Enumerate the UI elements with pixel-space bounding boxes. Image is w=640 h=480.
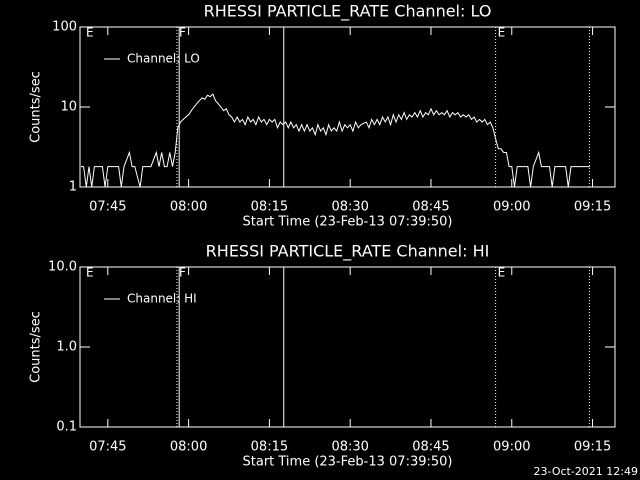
y-tick-label: 100 [52, 20, 77, 35]
legend-label: Channel: HI [127, 292, 197, 306]
x-tick-label: 09:00 [493, 440, 530, 455]
x-tick-label: 08:15 [251, 200, 288, 215]
data-line [80, 93, 590, 188]
event-flag: F [179, 26, 186, 40]
chart-title: RHESSI PARTICLE_RATE Channel: HI [206, 242, 490, 262]
x-tick-label: 08:00 [170, 200, 207, 215]
x-tick-label: 09:15 [574, 440, 611, 455]
event-flag: E [86, 26, 94, 40]
event-flag: F [179, 266, 186, 280]
x-tick-label: 08:30 [331, 200, 368, 215]
y-tick-label: 0.1 [56, 420, 77, 435]
x-tick-label: 07:45 [89, 440, 126, 455]
y-tick-label: 10.0 [48, 260, 77, 275]
x-tick-label: 08:45 [412, 440, 449, 455]
legend-label: Channel: LO [127, 52, 200, 66]
x-tick-label: 08:45 [412, 200, 449, 215]
x-axis-label: Start Time (23-Feb-13 07:39:50) [243, 215, 453, 230]
x-tick-label: 07:45 [89, 200, 126, 215]
x-tick-label: 08:30 [331, 440, 368, 455]
x-tick-label: 09:00 [493, 200, 530, 215]
chart-title: RHESSI PARTICLE_RATE Channel: LO [204, 2, 492, 22]
y-tick-label: 1 [69, 180, 77, 195]
event-flag: E [498, 26, 506, 40]
x-axis-label: Start Time (23-Feb-13 07:39:50) [243, 455, 453, 470]
x-tick-label: 08:00 [170, 440, 207, 455]
timestamp: 23-Oct-2021 12:49 [534, 465, 638, 478]
x-tick-label: 09:15 [574, 200, 611, 215]
event-flag: E [86, 266, 94, 280]
y-tick-label: 10 [60, 100, 77, 115]
event-flag: E [498, 266, 506, 280]
y-tick-label: 1.0 [56, 340, 77, 355]
x-tick-label: 08:15 [251, 440, 288, 455]
y-axis-label: Counts/sec [29, 311, 44, 383]
y-axis-label: Counts/sec [29, 71, 44, 143]
